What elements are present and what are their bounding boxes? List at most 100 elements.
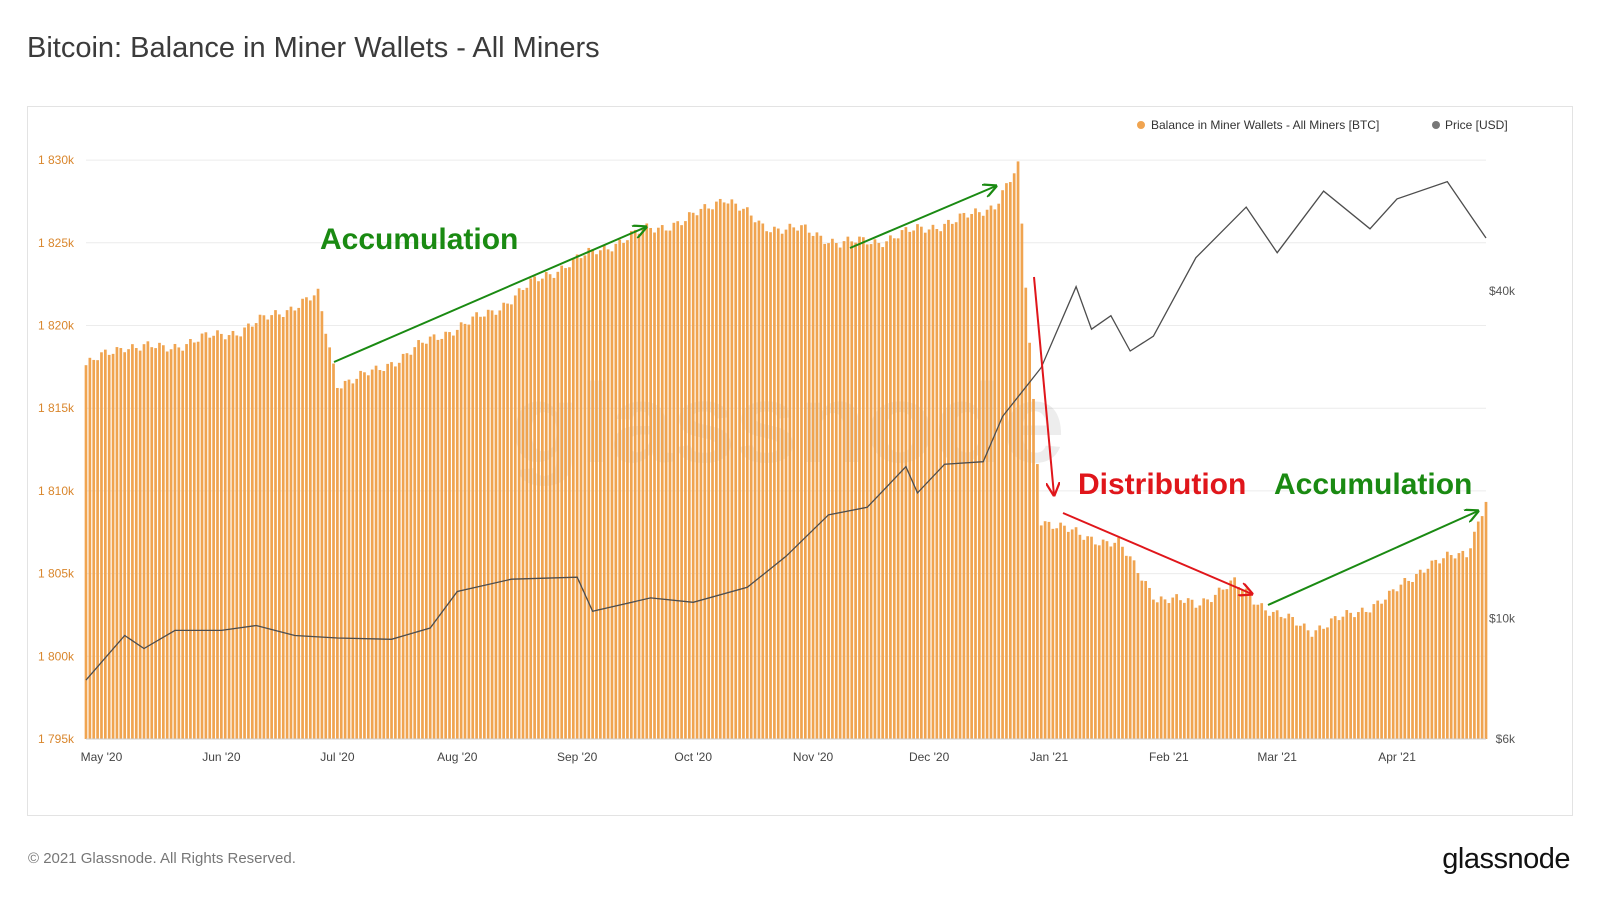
- balance-bar: [1449, 555, 1453, 739]
- balance-bar: [939, 231, 943, 739]
- x-tick-label: Jul '20: [320, 750, 355, 764]
- balance-bar: [1291, 617, 1294, 739]
- balance-bar: [1422, 572, 1426, 739]
- balance-bar: [1094, 544, 1097, 739]
- balance-bar: [394, 366, 397, 739]
- balance-bar: [761, 223, 765, 740]
- y-left-tick-label: 1 795k: [38, 732, 75, 746]
- balance-bar: [1461, 550, 1465, 739]
- balance-bar: [680, 225, 683, 739]
- y-right-tick-label: $10k: [1489, 611, 1516, 625]
- balance-bar: [413, 347, 417, 739]
- balance-bar: [1213, 594, 1217, 739]
- balance-bar: [169, 349, 173, 739]
- chart-svg: 1 795k 1 800k 1 805k 1 810k 1 815k 1 820k 1 82…: [38, 118, 1516, 764]
- balance-bar: [935, 229, 939, 739]
- y-left-tick-label: 1 815k: [38, 401, 75, 415]
- balance-bar: [877, 242, 881, 739]
- balance-bar: [339, 388, 343, 739]
- x-tick-label: Apr '21: [1378, 750, 1416, 764]
- balance-bar: [92, 359, 96, 739]
- balance-bar: [1337, 620, 1341, 739]
- balance-bar: [1001, 190, 1004, 739]
- balance-bar: [560, 265, 564, 739]
- balance-bar: [626, 240, 629, 739]
- balance-bar: [861, 237, 865, 739]
- balance-bar: [548, 274, 552, 739]
- balance-bar: [684, 221, 687, 739]
- balance-bar: [1194, 607, 1198, 739]
- balance-bar: [985, 209, 989, 740]
- balance-bar: [1465, 557, 1469, 739]
- balance-bar: [1310, 636, 1314, 739]
- balance-bar: [1395, 591, 1399, 739]
- balance-bar: [614, 243, 618, 739]
- balance-bar: [1005, 183, 1008, 740]
- balance-bar: [1241, 590, 1244, 739]
- balance-bar: [316, 288, 320, 739]
- balance-bar: [807, 232, 811, 739]
- balance-bar: [552, 277, 556, 739]
- balance-bar: [537, 281, 540, 739]
- balance-bar: [1032, 398, 1035, 739]
- balance-bar: [1283, 618, 1287, 739]
- balance-bar: [1476, 521, 1480, 739]
- balance-bar: [595, 254, 598, 739]
- balance-bar: [355, 378, 359, 739]
- y-right-tick-label: $6k: [1496, 732, 1516, 746]
- balance-bar: [1109, 546, 1113, 739]
- balance-bar: [370, 369, 374, 739]
- balance-bar: [88, 357, 92, 739]
- distribution-arrow: [1062, 512, 1252, 594]
- balance-bar: [1124, 555, 1128, 739]
- balance-bar: [1063, 525, 1066, 739]
- balance-bar: [1473, 531, 1476, 739]
- balance-bar: [1020, 223, 1024, 739]
- balance-bar: [510, 304, 513, 739]
- balance-bar: [115, 347, 119, 739]
- balance-bar: [1066, 531, 1070, 739]
- balance-bar: [189, 339, 192, 739]
- balance-bar: [127, 349, 130, 739]
- balance-bar: [633, 229, 637, 739]
- balance-bar: [475, 312, 478, 739]
- balance-bar: [84, 365, 88, 739]
- balance-bar: [181, 350, 185, 739]
- balance-bar: [1097, 545, 1101, 739]
- balance-bar: [506, 303, 509, 739]
- balance-bar: [521, 289, 525, 739]
- balance-bar: [119, 348, 123, 739]
- balance-bar: [324, 333, 328, 739]
- balance-bar: [192, 342, 196, 739]
- balance-bar: [328, 347, 331, 739]
- balance-bar: [1059, 522, 1062, 739]
- balance-bar: [1036, 464, 1039, 739]
- balance-bar: [390, 362, 393, 739]
- balance-bar: [289, 306, 293, 739]
- balance-bar: [1295, 625, 1298, 739]
- balance-bar: [1368, 612, 1372, 739]
- balance-bar: [641, 229, 645, 740]
- balance-bar: [954, 222, 958, 739]
- balance-bar: [216, 330, 219, 739]
- balance-bar: [378, 370, 382, 739]
- annotation-label: Accumulation: [1274, 468, 1472, 501]
- balance-bar: [1453, 558, 1457, 739]
- balance-bar: [1256, 604, 1260, 739]
- balance-bar: [247, 323, 250, 739]
- balance-bar: [900, 230, 904, 739]
- balance-bar: [502, 302, 506, 739]
- y-left-tick-label: 1 805k: [38, 567, 75, 581]
- balance-bar: [858, 236, 861, 739]
- balance-bar: [482, 316, 486, 739]
- balance-bar: [962, 212, 966, 739]
- balance-bar: [885, 241, 888, 740]
- balance-bar: [401, 353, 405, 739]
- balance-bar: [1055, 528, 1059, 739]
- balance-bar: [803, 224, 807, 739]
- balance-bar: [1140, 580, 1144, 739]
- balance-bar: [819, 235, 823, 739]
- balance-bar: [1403, 577, 1407, 739]
- balance-bar: [1349, 612, 1352, 739]
- x-tick-label: Mar '21: [1257, 750, 1297, 764]
